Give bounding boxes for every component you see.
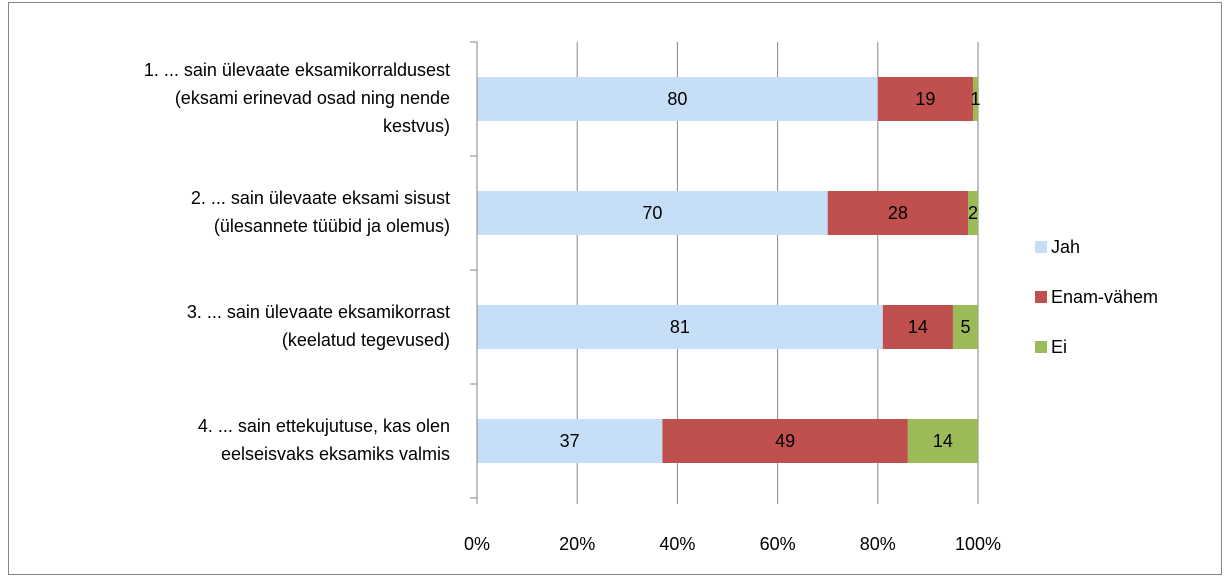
legend-label: Jah	[1051, 237, 1080, 257]
data-label: 80	[667, 89, 687, 109]
x-tick-label: 20%	[559, 534, 595, 554]
bar-segment	[477, 305, 883, 349]
data-label: 28	[888, 203, 908, 223]
data-label: 49	[775, 431, 795, 451]
y-tick-label-line: (eksami erinevad osad ning nende	[175, 88, 450, 108]
data-label: 70	[642, 203, 662, 223]
data-label: 37	[560, 431, 580, 451]
y-tick-label-line: kestvus)	[383, 116, 450, 136]
bar-segment	[972, 77, 978, 121]
data-label: 81	[670, 317, 690, 337]
data-label: 14	[908, 317, 928, 337]
legend-swatch	[1035, 241, 1047, 253]
y-tick-label-line: (keelatud tegevused)	[282, 330, 450, 350]
y-tick-label-line: eelseisvaks eksamiks valmis	[221, 444, 450, 464]
y-tick-label-line: 1. ... sain ülevaate eksamikorraldusest	[144, 60, 450, 80]
data-label: 1	[970, 89, 980, 109]
x-tick-label: 40%	[659, 534, 695, 554]
x-tick-label: 100%	[955, 534, 1001, 554]
bar-segment	[827, 191, 968, 235]
y-tick-label-line: 3. ... sain ülevaate eksamikorrast	[187, 302, 450, 322]
bar-segment	[477, 419, 663, 463]
data-label: 5	[960, 317, 970, 337]
y-tick-label-line: (ülesannete tüübid ja olemus)	[214, 216, 450, 236]
bar-segment	[967, 191, 978, 235]
y-tick-label: 2. ... sain ülevaate eksami sisust (ülesa…	[191, 188, 450, 236]
bar-segment	[907, 419, 978, 463]
legend-swatch	[1035, 291, 1047, 303]
bar-segment	[477, 191, 828, 235]
y-tick-label: 1. ... sain ülevaate eksamikorraldusest (…	[144, 60, 450, 136]
bar-segment	[952, 305, 978, 349]
x-tick-label: 60%	[760, 534, 796, 554]
bar-segment	[882, 305, 953, 349]
y-tick-label-line: 2. ... sain ülevaate eksami sisust	[191, 188, 450, 208]
x-tick-label: 0%	[464, 534, 490, 554]
legend-swatch	[1035, 341, 1047, 353]
bar-segment	[477, 77, 878, 121]
data-label: 14	[933, 431, 953, 451]
bar-segment	[877, 77, 973, 121]
data-label: 19	[915, 89, 935, 109]
y-tick-label: 3. ... sain ülevaate eksamikorrast (keela…	[187, 302, 450, 350]
bar-segment	[662, 419, 908, 463]
y-tick-label: 4. ... sain ettekujutuse, kas olen eelsei…	[198, 416, 450, 464]
data-label: 2	[968, 203, 978, 223]
legend-label: Enam-vähem	[1051, 287, 1158, 307]
y-tick-label-line: 4. ... sain ettekujutuse, kas olen	[198, 416, 450, 436]
legend-label: Ei	[1051, 337, 1067, 357]
x-tick-label: 80%	[860, 534, 896, 554]
